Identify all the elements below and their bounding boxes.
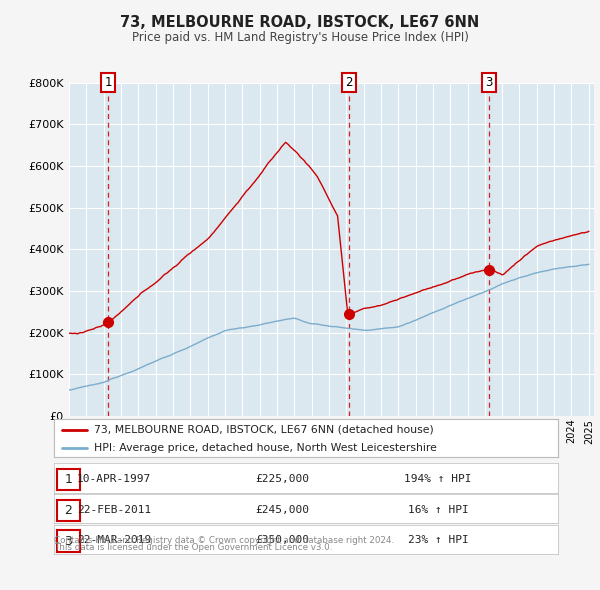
Text: 16% ↑ HPI: 16% ↑ HPI	[407, 504, 469, 514]
Text: HPI: Average price, detached house, North West Leicestershire: HPI: Average price, detached house, Nort…	[94, 442, 437, 453]
Text: 3: 3	[485, 76, 493, 89]
Text: Contains HM Land Registry data © Crown copyright and database right 2024.: Contains HM Land Registry data © Crown c…	[54, 536, 394, 545]
Text: £245,000: £245,000	[255, 504, 309, 514]
Text: This data is licensed under the Open Government Licence v3.0.: This data is licensed under the Open Gov…	[54, 543, 332, 552]
Text: 73, MELBOURNE ROAD, IBSTOCK, LE67 6NN (detached house): 73, MELBOURNE ROAD, IBSTOCK, LE67 6NN (d…	[94, 425, 434, 435]
Text: 1: 1	[104, 76, 112, 89]
Text: Price paid vs. HM Land Registry's House Price Index (HPI): Price paid vs. HM Land Registry's House …	[131, 31, 469, 44]
Text: £225,000: £225,000	[255, 474, 309, 484]
Text: 22-MAR-2019: 22-MAR-2019	[77, 535, 151, 545]
Text: 2: 2	[345, 76, 352, 89]
Text: 3: 3	[64, 535, 73, 548]
Text: 10-APR-1997: 10-APR-1997	[77, 474, 151, 484]
Text: 73, MELBOURNE ROAD, IBSTOCK, LE67 6NN: 73, MELBOURNE ROAD, IBSTOCK, LE67 6NN	[121, 15, 479, 30]
Text: 2: 2	[64, 504, 73, 517]
Text: 194% ↑ HPI: 194% ↑ HPI	[404, 474, 472, 484]
Text: £350,000: £350,000	[255, 535, 309, 545]
Text: 22-FEB-2011: 22-FEB-2011	[77, 504, 151, 514]
Text: 1: 1	[64, 473, 73, 486]
Text: 23% ↑ HPI: 23% ↑ HPI	[407, 535, 469, 545]
